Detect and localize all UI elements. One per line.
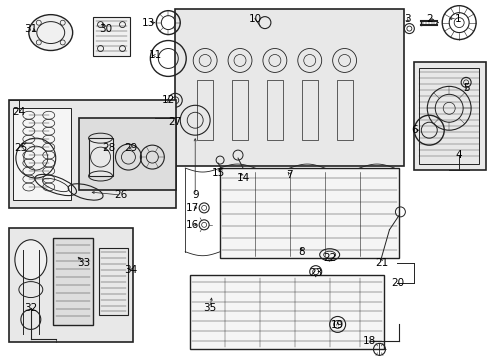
Bar — [413, 62, 485, 170]
Bar — [79, 118, 176, 190]
Text: 34: 34 — [123, 265, 137, 275]
Text: 13: 13 — [142, 18, 155, 28]
Text: 30: 30 — [99, 24, 112, 33]
Bar — [53, 238, 92, 325]
Text: 19: 19 — [330, 320, 344, 330]
Text: 7: 7 — [286, 170, 292, 180]
Bar — [419, 68, 478, 164]
Ellipse shape — [15, 240, 47, 280]
Text: 8: 8 — [298, 247, 305, 257]
Text: 31: 31 — [24, 24, 38, 33]
Bar — [9, 228, 133, 342]
Text: 10: 10 — [248, 14, 261, 24]
Text: 2: 2 — [425, 14, 432, 24]
Text: 14: 14 — [236, 173, 249, 183]
Text: 3: 3 — [403, 14, 410, 24]
Text: 24: 24 — [12, 107, 25, 117]
Bar — [88, 138, 112, 176]
Text: 11: 11 — [148, 50, 162, 60]
Text: 12: 12 — [162, 95, 175, 105]
Text: 18: 18 — [362, 336, 375, 346]
Text: 20: 20 — [390, 278, 403, 288]
Text: 5: 5 — [462, 84, 468, 93]
Bar — [99, 248, 128, 315]
Text: 6: 6 — [410, 125, 417, 135]
Bar — [336, 80, 352, 140]
Bar — [301, 80, 317, 140]
Text: 29: 29 — [123, 143, 137, 153]
Text: 15: 15 — [211, 168, 224, 178]
Bar — [9, 100, 176, 208]
Text: 9: 9 — [191, 190, 198, 200]
Bar — [92, 17, 130, 57]
Text: 33: 33 — [77, 258, 90, 268]
Text: 23: 23 — [308, 267, 322, 278]
Text: 22: 22 — [323, 253, 336, 263]
Text: 35: 35 — [203, 302, 216, 312]
Bar — [220, 168, 399, 258]
Text: 17: 17 — [185, 203, 199, 213]
Text: 16: 16 — [185, 220, 199, 230]
Ellipse shape — [29, 15, 73, 50]
Text: 21: 21 — [374, 258, 387, 268]
Bar — [232, 80, 247, 140]
Bar — [266, 80, 282, 140]
Bar — [13, 108, 71, 200]
Text: 26: 26 — [114, 190, 127, 200]
Text: 1: 1 — [454, 14, 461, 24]
Bar — [197, 80, 213, 140]
Bar — [190, 275, 384, 349]
Text: 25: 25 — [14, 143, 27, 153]
Text: 4: 4 — [455, 150, 462, 160]
Text: 28: 28 — [102, 143, 115, 153]
Bar — [175, 9, 404, 166]
Text: 32: 32 — [24, 302, 38, 312]
Text: 27: 27 — [168, 117, 182, 127]
